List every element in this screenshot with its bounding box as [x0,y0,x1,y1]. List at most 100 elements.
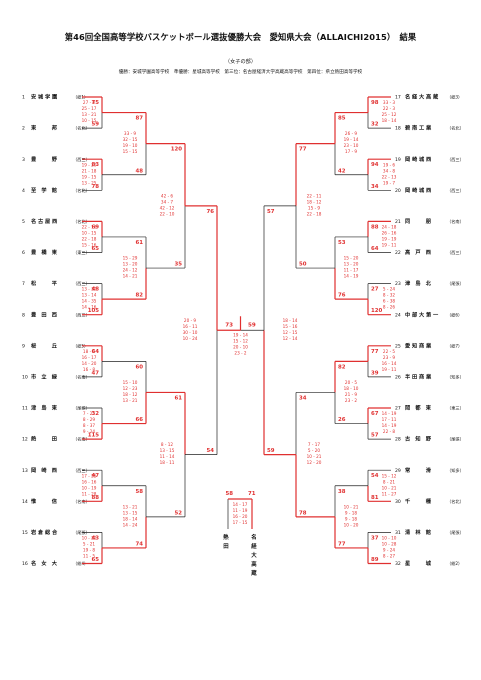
team-number: 10 [22,375,28,381]
third-place-team-right: 大 [251,551,257,559]
team-name: 岡 都 東 [405,404,432,412]
third-place-team-left: 熱 [223,533,229,541]
quarter-score: 30 - 10 [183,330,198,335]
team-region: （西三） [447,188,464,194]
quarter-score: 13 - 21 [123,504,138,509]
quarter-score: 10 - 15 [82,230,97,235]
match-score: 61 [135,240,143,246]
quarter-score: 19 - 14 [344,137,359,142]
match-score: 57 [267,209,275,215]
team-number: 18 [395,126,401,132]
team-number: 5 [22,219,25,225]
team-name: 東 邦 [31,124,58,132]
match-score: 32 [91,411,99,417]
quarter-score: 11 - 5 [83,553,96,558]
quarter-score: 13 - 14 [82,293,97,298]
third-place-quarter-score: 17 - 15 [233,520,248,525]
team-number: 30 [395,499,401,505]
match-score: 42 [338,168,346,174]
quarter-score: 19 - 19 [382,236,397,241]
team-region: （西三） [447,157,464,163]
team-region: （尾張） [447,530,464,536]
match-score: 88 [91,495,99,501]
match-score: 76 [338,293,346,299]
team-number: 12 [22,437,28,443]
quarter-score: 14 - 35 [82,299,97,304]
match-score: 77 [338,541,346,547]
quarter-score: 6 - 38 [383,299,396,304]
quarter-score: 19 - 11 [382,367,397,372]
match-score: 50 [299,262,307,268]
quarter-score: 12 - 23 [123,386,138,391]
match-score: 64 [371,246,379,252]
team-region: （総4） [73,560,88,566]
match-score: 105 [88,308,100,314]
team-region: （名南） [73,374,90,381]
team-name: 津 島 東 [31,404,58,412]
team-region: （名北） [447,125,464,132]
match-score: 75 [91,100,99,106]
third-place-score-right: 71 [248,491,256,497]
team-region: （総6） [447,311,462,317]
team-name: 岡 崎 城 西 [405,186,431,194]
quarter-score: 21 - 18 [82,168,97,173]
team-number: 13 [22,468,28,474]
third-place-team-right: 高 [251,560,257,568]
team-name: 市 立 緑 [31,373,58,381]
team-region: （名北） [73,187,90,194]
team-name: 古 知 野 [405,435,432,443]
match-score: 48 [135,168,143,174]
team-region: （尾張） [447,437,464,443]
quarter-score: 13 - 15 [160,448,175,453]
team-region: （総3） [447,94,462,100]
quarter-score: 18 - 10 [344,386,359,391]
quarter-score: 13 - 20 [123,262,138,267]
team-name: 岩 倉 総 合 [30,528,58,536]
team-name: 豊 野 [31,155,58,163]
quarter-score: 15 - 10 [123,380,138,385]
quarter-score: 19 - 15 [82,174,97,179]
match-score: 32 [371,122,379,128]
team-name: 名 古 屋 西 [31,217,57,225]
third-place-quarter-score: 14 - 17 [233,502,248,507]
quarter-score: 16 - 8 [83,367,96,372]
match-score: 38 [338,489,346,495]
match-score: 88 [371,224,379,230]
quarter-score: 15 - 20 [344,256,359,261]
third-place-team-right: 蔵 [251,569,257,577]
team-number: 22 [395,250,401,256]
quarter-score: 34 - 8 [383,168,396,173]
quarter-score: 9 - 24 [83,429,96,434]
quarter-score: 18 - 14 [283,318,298,323]
match-score: 47 [91,370,99,376]
match-score: 52 [174,510,182,516]
team-number: 21 [395,219,401,225]
team-region: （知多） [447,467,464,474]
team-name: 岡 崎 城 西 [405,155,431,163]
quarter-score: 16 - 14 [382,361,397,366]
team-name: 碧 南 工 業 [404,124,432,132]
quarter-score: 13 - 21 [82,112,97,117]
team-region: （名北） [73,218,90,225]
quarter-score: 9 - 24 [383,547,396,552]
team-region: （西三） [73,468,90,474]
quarter-score: 24 - 12 [123,268,138,273]
quarter-score: 10 - 10 [382,535,397,540]
quarter-score: 19 - 6 [383,162,396,167]
match-score: 54 [371,473,379,479]
match-score: 120 [171,147,183,153]
quarter-score: 16 - 17 [82,355,97,360]
match-score: 26 [338,417,346,423]
quarter-score: 9 - 18 [345,516,358,521]
quarter-score: 10 - 19 [82,485,97,490]
quarter-score: 15 - 16 [283,324,298,329]
team-number: 25 [395,343,401,349]
match-score: 65 [91,557,99,563]
quarter-score: 15 - 15 [123,149,138,154]
results-summary: 優勝：安城学園高等学校 準優勝：星城高等学校 第三位：名古屋経済大学高蔵高等学校… [118,70,363,75]
match-score: 87 [135,116,143,122]
team-number: 14 [22,499,28,505]
quarter-score: 42 - 6 [161,193,174,198]
match-score: 59 [267,448,275,454]
